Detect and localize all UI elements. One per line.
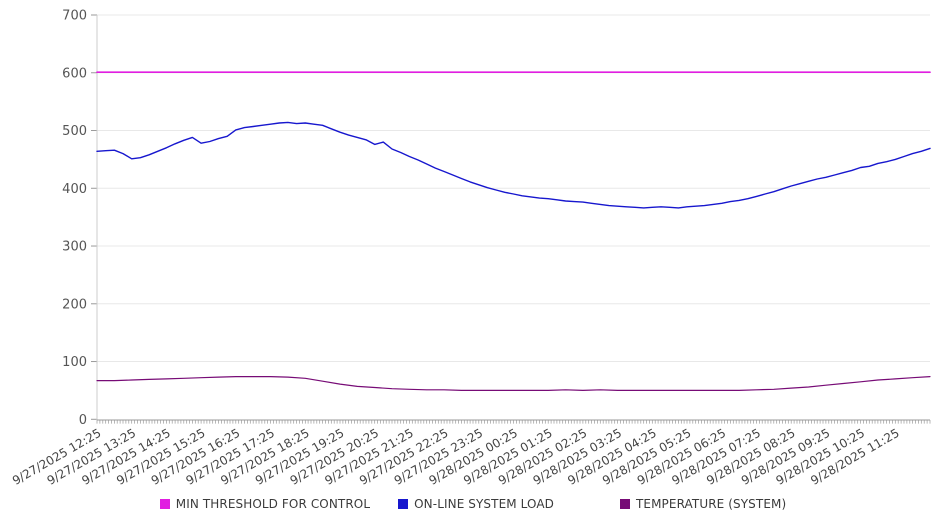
legend-label-system-load: ON-LINE SYSTEM LOAD bbox=[414, 497, 554, 511]
y-axis-label: 200 bbox=[62, 297, 87, 312]
y-axis-label: 500 bbox=[62, 124, 87, 139]
y-axis-label: 300 bbox=[62, 240, 87, 255]
legend-swatch-temperature-icon bbox=[619, 499, 630, 509]
legend-swatch-min-threshold-icon bbox=[159, 499, 170, 509]
legend-swatch-system-load-icon bbox=[398, 499, 409, 509]
y-axis-label: 400 bbox=[62, 182, 87, 197]
x-minor-ticks bbox=[96, 420, 931, 424]
legend-item-temperature[interactable]: TEMPERATURE (SYSTEM) bbox=[619, 497, 787, 511]
chart-legend: MIN THRESHOLD FOR CONTROL ON-LINE SYSTEM… bbox=[0, 497, 946, 511]
y-axis-label: 600 bbox=[62, 66, 87, 81]
y-axis-label: 700 bbox=[62, 9, 87, 24]
legend-item-system-load[interactable]: ON-LINE SYSTEM LOAD bbox=[398, 497, 554, 511]
series-line-1 bbox=[96, 121, 931, 209]
legend-label-min-threshold: MIN THRESHOLD FOR CONTROL bbox=[175, 497, 371, 511]
legend-item-min-threshold[interactable]: MIN THRESHOLD FOR CONTROL bbox=[159, 497, 371, 511]
series-line-2 bbox=[96, 376, 931, 391]
legend-label-temperature: TEMPERATURE (SYSTEM) bbox=[635, 497, 787, 511]
y-axis-label: 0 bbox=[79, 413, 87, 428]
y-axis-label: 100 bbox=[62, 355, 87, 370]
